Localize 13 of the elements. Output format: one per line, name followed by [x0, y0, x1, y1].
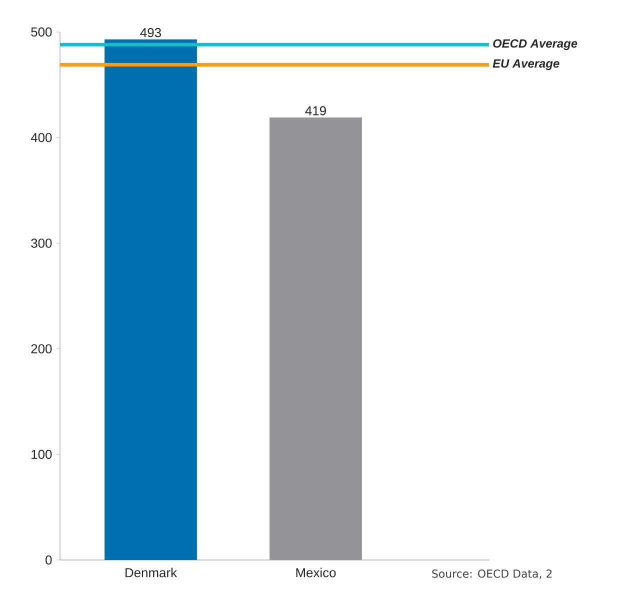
y-tick-label: 200 — [31, 344, 52, 354]
y-tick-label: 300 — [31, 238, 52, 248]
x-tick-label: Mexico — [296, 568, 336, 578]
y-tick-label: 100 — [32, 450, 52, 459]
ref-line-label: OECD Average — [493, 39, 578, 50]
ref-line-label: EU Average — [492, 59, 560, 70]
y-tick-label: 400 — [30, 133, 52, 142]
y-tick-label: 0 — [46, 555, 52, 565]
x-tick-label: Denmark — [126, 568, 178, 578]
source-note: Source: OECD Data, 2 — [432, 570, 552, 579]
data-label: 493 — [140, 28, 161, 38]
data-label: 419 — [305, 106, 326, 116]
y-tick-label: 500 — [31, 27, 52, 37]
